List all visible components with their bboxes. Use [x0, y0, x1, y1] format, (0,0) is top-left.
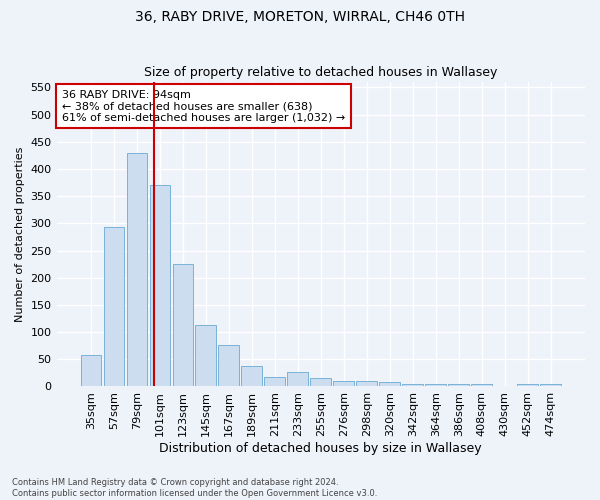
Bar: [448, 384, 469, 386]
Bar: [425, 384, 446, 386]
Bar: [196, 325, 216, 386]
Bar: [540, 384, 561, 386]
Bar: [472, 384, 492, 386]
Bar: [356, 381, 377, 386]
Bar: [173, 264, 193, 386]
Text: Contains HM Land Registry data © Crown copyright and database right 2024.
Contai: Contains HM Land Registry data © Crown c…: [12, 478, 377, 498]
Bar: [403, 384, 423, 386]
Bar: [218, 345, 239, 387]
Bar: [241, 366, 262, 386]
Text: 36, RABY DRIVE, MORETON, WIRRAL, CH46 0TH: 36, RABY DRIVE, MORETON, WIRRAL, CH46 0T…: [135, 10, 465, 24]
Bar: [379, 382, 400, 386]
Bar: [104, 227, 124, 386]
Bar: [287, 372, 308, 386]
Bar: [517, 384, 538, 386]
Bar: [310, 378, 331, 386]
Bar: [149, 186, 170, 386]
Bar: [265, 377, 285, 386]
Bar: [80, 356, 101, 386]
Bar: [127, 152, 147, 386]
X-axis label: Distribution of detached houses by size in Wallasey: Distribution of detached houses by size …: [160, 442, 482, 455]
Bar: [334, 381, 354, 386]
Title: Size of property relative to detached houses in Wallasey: Size of property relative to detached ho…: [144, 66, 497, 80]
Y-axis label: Number of detached properties: Number of detached properties: [15, 146, 25, 322]
Text: 36 RABY DRIVE: 94sqm
← 38% of detached houses are smaller (638)
61% of semi-deta: 36 RABY DRIVE: 94sqm ← 38% of detached h…: [62, 90, 345, 123]
